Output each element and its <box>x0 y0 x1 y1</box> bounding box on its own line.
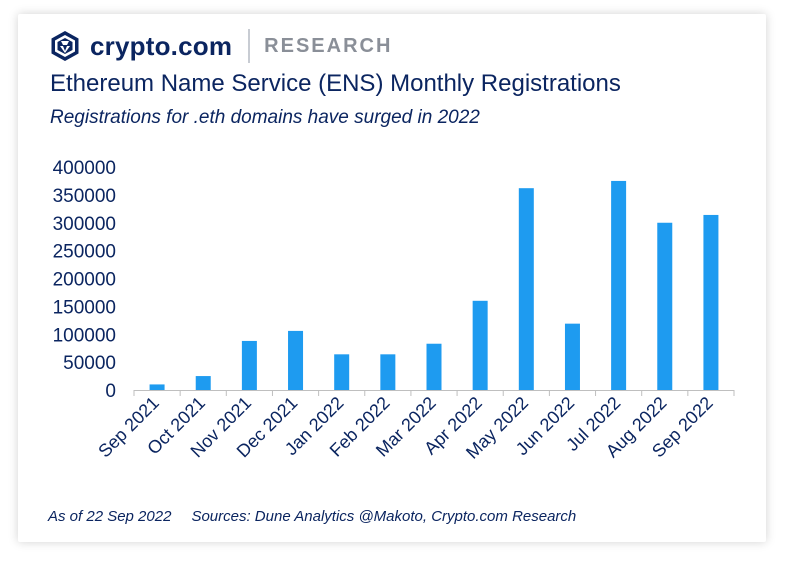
bar <box>657 222 673 390</box>
chart-subtitle: Registrations for .eth domains have surg… <box>50 107 480 128</box>
bar <box>611 180 627 390</box>
y-tick-label: 250000 <box>53 242 116 263</box>
y-tick-label: 200000 <box>53 270 116 291</box>
brand-section-label: RESEARCH <box>264 34 393 57</box>
y-tick-label: 350000 <box>53 186 116 207</box>
sources-note: Sources: Dune Analytics @Makoto, Crypto.… <box>191 508 577 525</box>
brand-name: crypto.com <box>90 30 233 61</box>
bar <box>288 330 304 390</box>
brand-divider <box>248 29 251 63</box>
y-tick-label: 100000 <box>53 325 116 346</box>
y-tick-label: 150000 <box>53 297 116 318</box>
chart-footer: As of 22 Sep 2022 Sources: Dune Analytics… <box>48 508 576 525</box>
brand-header: crypto.com RESEARCH <box>50 28 392 64</box>
bar <box>334 354 350 390</box>
bar <box>195 376 211 390</box>
y-tick-label: 400000 <box>53 158 116 179</box>
bar <box>149 384 165 390</box>
crypto-com-logo-icon <box>51 31 79 61</box>
bar <box>703 214 719 390</box>
y-tick-label: 50000 <box>63 353 116 374</box>
y-tick-label: 300000 <box>53 214 116 235</box>
bar <box>518 188 534 390</box>
bar <box>564 323 580 390</box>
bar <box>472 300 488 390</box>
y-tick-label: 0 <box>105 381 116 402</box>
bar <box>426 343 442 390</box>
chart-card <box>18 14 766 542</box>
chart-title: Ethereum Name Service (ENS) Monthly Regi… <box>50 70 621 97</box>
as-of-date: As of 22 Sep 2022 <box>48 508 172 525</box>
bar <box>241 340 257 390</box>
bar <box>380 354 396 390</box>
